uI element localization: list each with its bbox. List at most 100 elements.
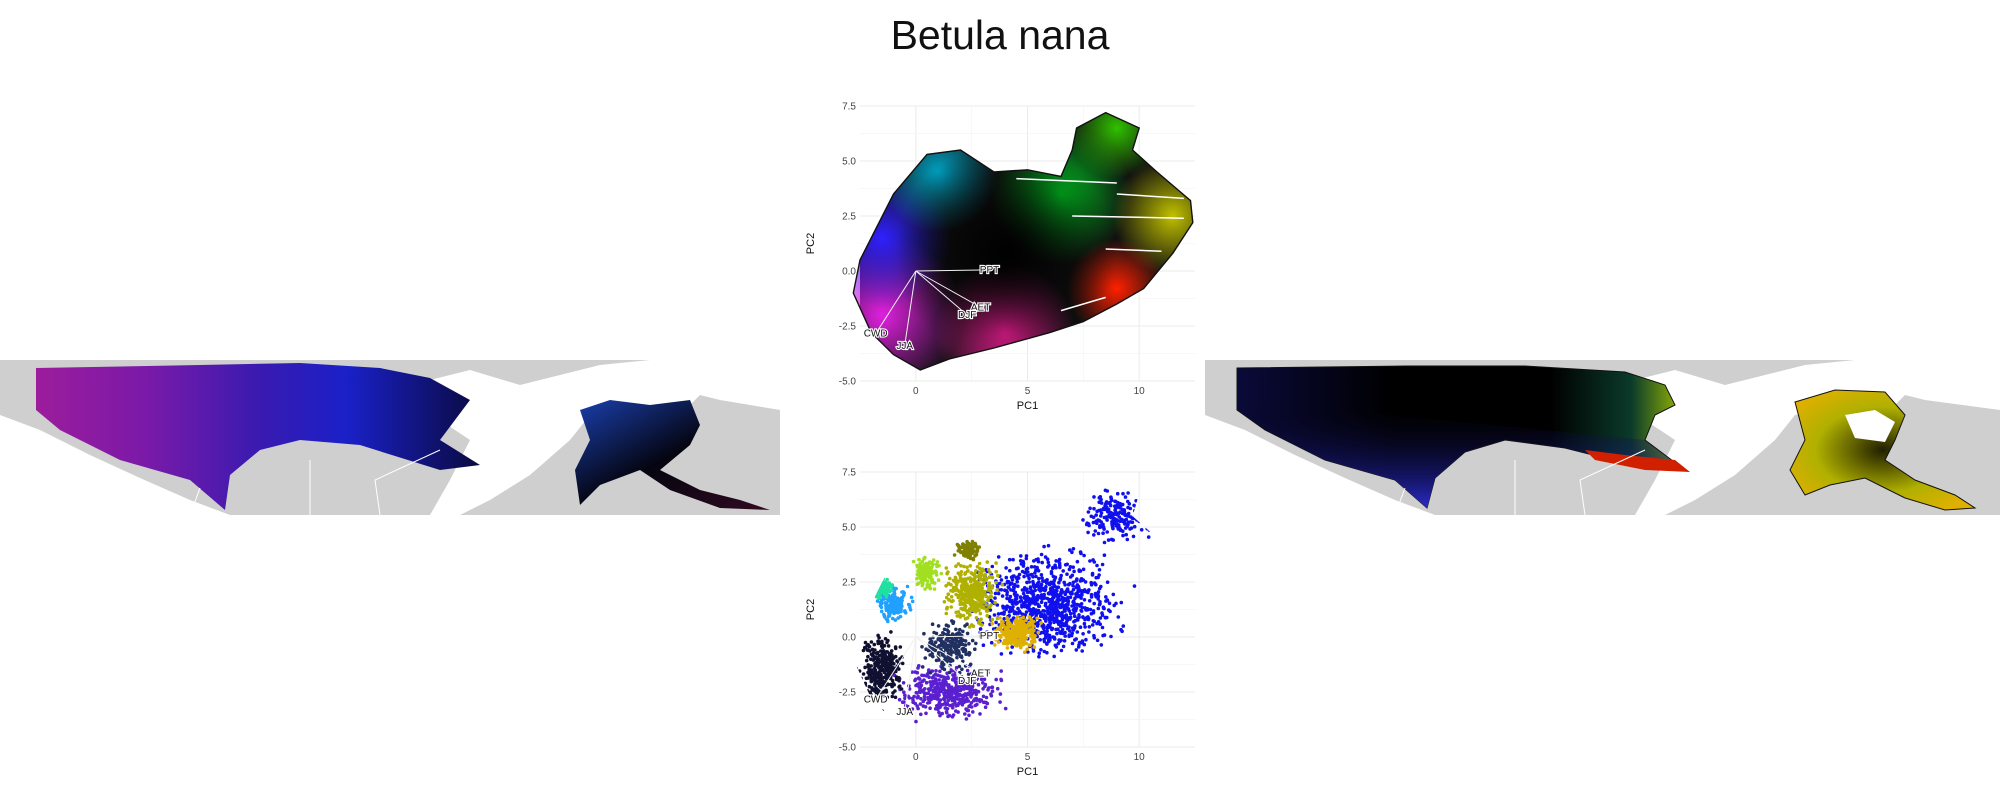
data-point [1046,560,1051,565]
data-point [985,613,989,618]
y-axis-label: PC2 [805,233,817,254]
data-point [976,621,981,625]
data-point [1071,580,1076,585]
data-gap [1016,177,1117,184]
data-point [1083,589,1087,594]
data-point [999,588,1004,592]
data-point [950,703,954,708]
data-point [1005,616,1009,620]
data-point [950,644,954,648]
data-point [965,565,969,570]
data-point [950,698,955,703]
data-point [958,688,963,693]
data-point [922,691,927,696]
data-point [950,691,954,695]
data-point [876,583,880,587]
data-point [987,605,991,609]
data-point [1109,495,1113,499]
data-point [1041,586,1045,591]
data-point [944,584,948,588]
data-point [1070,631,1074,636]
data-point [971,556,975,561]
data-point [1102,606,1106,611]
data-point [938,669,942,674]
data-point [1116,615,1121,619]
data-point [1078,625,1083,629]
data-point [1005,593,1009,597]
data-point [1081,632,1085,636]
data-point [1018,595,1023,599]
data-point [1123,495,1128,499]
data-point [1111,592,1116,597]
data-point [1021,619,1026,624]
data-point [1082,553,1086,558]
data-point [1080,589,1084,593]
data-point [1091,558,1095,562]
data-point [1072,619,1076,624]
data-point [1002,610,1006,614]
data-point [961,659,965,664]
data-point [989,692,993,696]
loading-vector [915,635,990,638]
data-point [911,559,916,564]
data-point [885,662,890,666]
data-point [1024,596,1028,600]
data-point [950,658,955,663]
data-point [980,583,984,588]
data-point [952,553,957,557]
data-point [885,667,890,672]
data-point [893,689,897,693]
data-point [1011,636,1016,641]
data-point [884,592,889,597]
data-point [885,589,890,594]
data-point [920,688,925,693]
y-tick-label: -2.5 [839,688,857,699]
data-point [887,610,891,615]
data-point [923,705,928,709]
data-point [947,670,952,675]
data-point [1094,594,1098,599]
data-point [970,584,975,589]
data-point [1016,626,1020,631]
data-point [975,601,979,606]
data-point [1032,565,1037,569]
data-point [946,684,950,688]
data-point [1055,631,1059,636]
data-point [912,694,916,699]
data-point [1052,584,1057,589]
data-point [1036,569,1041,573]
data-point [1105,530,1109,534]
data-point [999,669,1003,673]
data-point [963,588,967,593]
data-point [903,693,907,698]
data-point [874,671,879,676]
data-point [874,698,879,702]
data-point [1030,627,1035,631]
data-point [1115,518,1120,523]
map-border [309,449,441,515]
data-point [1004,630,1008,635]
data-point [859,676,863,681]
data-point [889,649,894,653]
data-point [990,586,994,590]
data-point [1031,590,1035,595]
data-point [1066,595,1070,600]
data-point [954,665,959,670]
data-point [957,589,961,594]
data-point [863,665,867,670]
data-point [949,686,953,691]
data-point [958,684,962,689]
data-point [960,681,964,685]
data-point [1112,603,1116,608]
data-point [942,702,947,706]
data-point [1105,615,1109,620]
data-point [1053,618,1057,623]
data-point [1000,594,1005,598]
data-point [1051,574,1056,579]
data-point [879,605,884,610]
data-point [1043,601,1048,606]
data-point [1068,575,1073,579]
data-point [1004,566,1008,570]
data-point [1018,559,1023,563]
data-point [1036,559,1041,564]
